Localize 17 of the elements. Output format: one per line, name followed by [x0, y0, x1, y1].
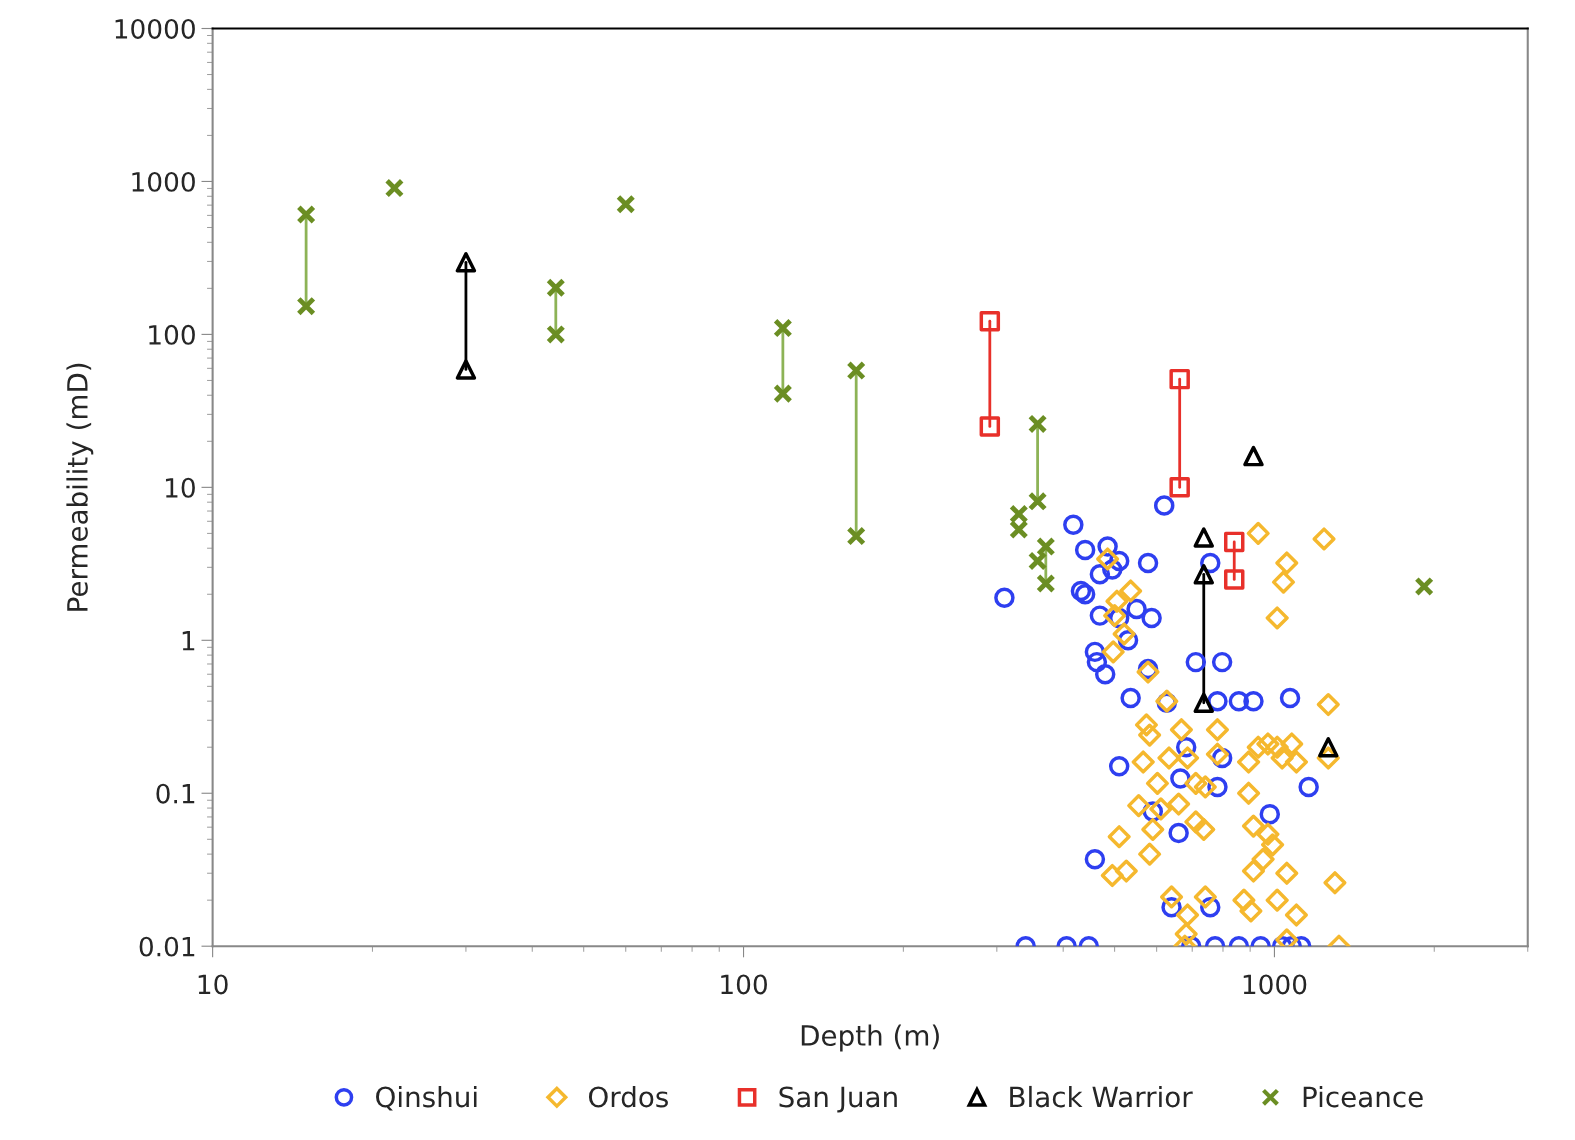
- y-tick-label: 0.1: [156, 783, 195, 804]
- x-tick-label: 10: [198, 974, 228, 995]
- y-tick-label: 0.01: [139, 936, 195, 957]
- y-tick-label: 1: [182, 631, 195, 651]
- y-tick-label: 10000: [115, 18, 195, 39]
- x-tick-label: 1000: [1243, 974, 1307, 995]
- legend-label: San Juan: [779, 1086, 897, 1113]
- y-tick-label: 100: [149, 324, 195, 345]
- x-axis-title: Depth (m): [801, 1024, 939, 1052]
- legend-label: Piceance: [1303, 1085, 1423, 1108]
- legend-label: Qinshui: [376, 1085, 477, 1111]
- legend-label: Ordos: [588, 1085, 668, 1108]
- legend-label: Black Warrior: [1010, 1085, 1193, 1108]
- y-tick-label: 1000: [132, 171, 195, 192]
- y-tick-label: 10: [165, 477, 195, 498]
- x-tick-label: 100: [721, 974, 767, 995]
- y-axis-title: Permeability (mD): [66, 363, 94, 611]
